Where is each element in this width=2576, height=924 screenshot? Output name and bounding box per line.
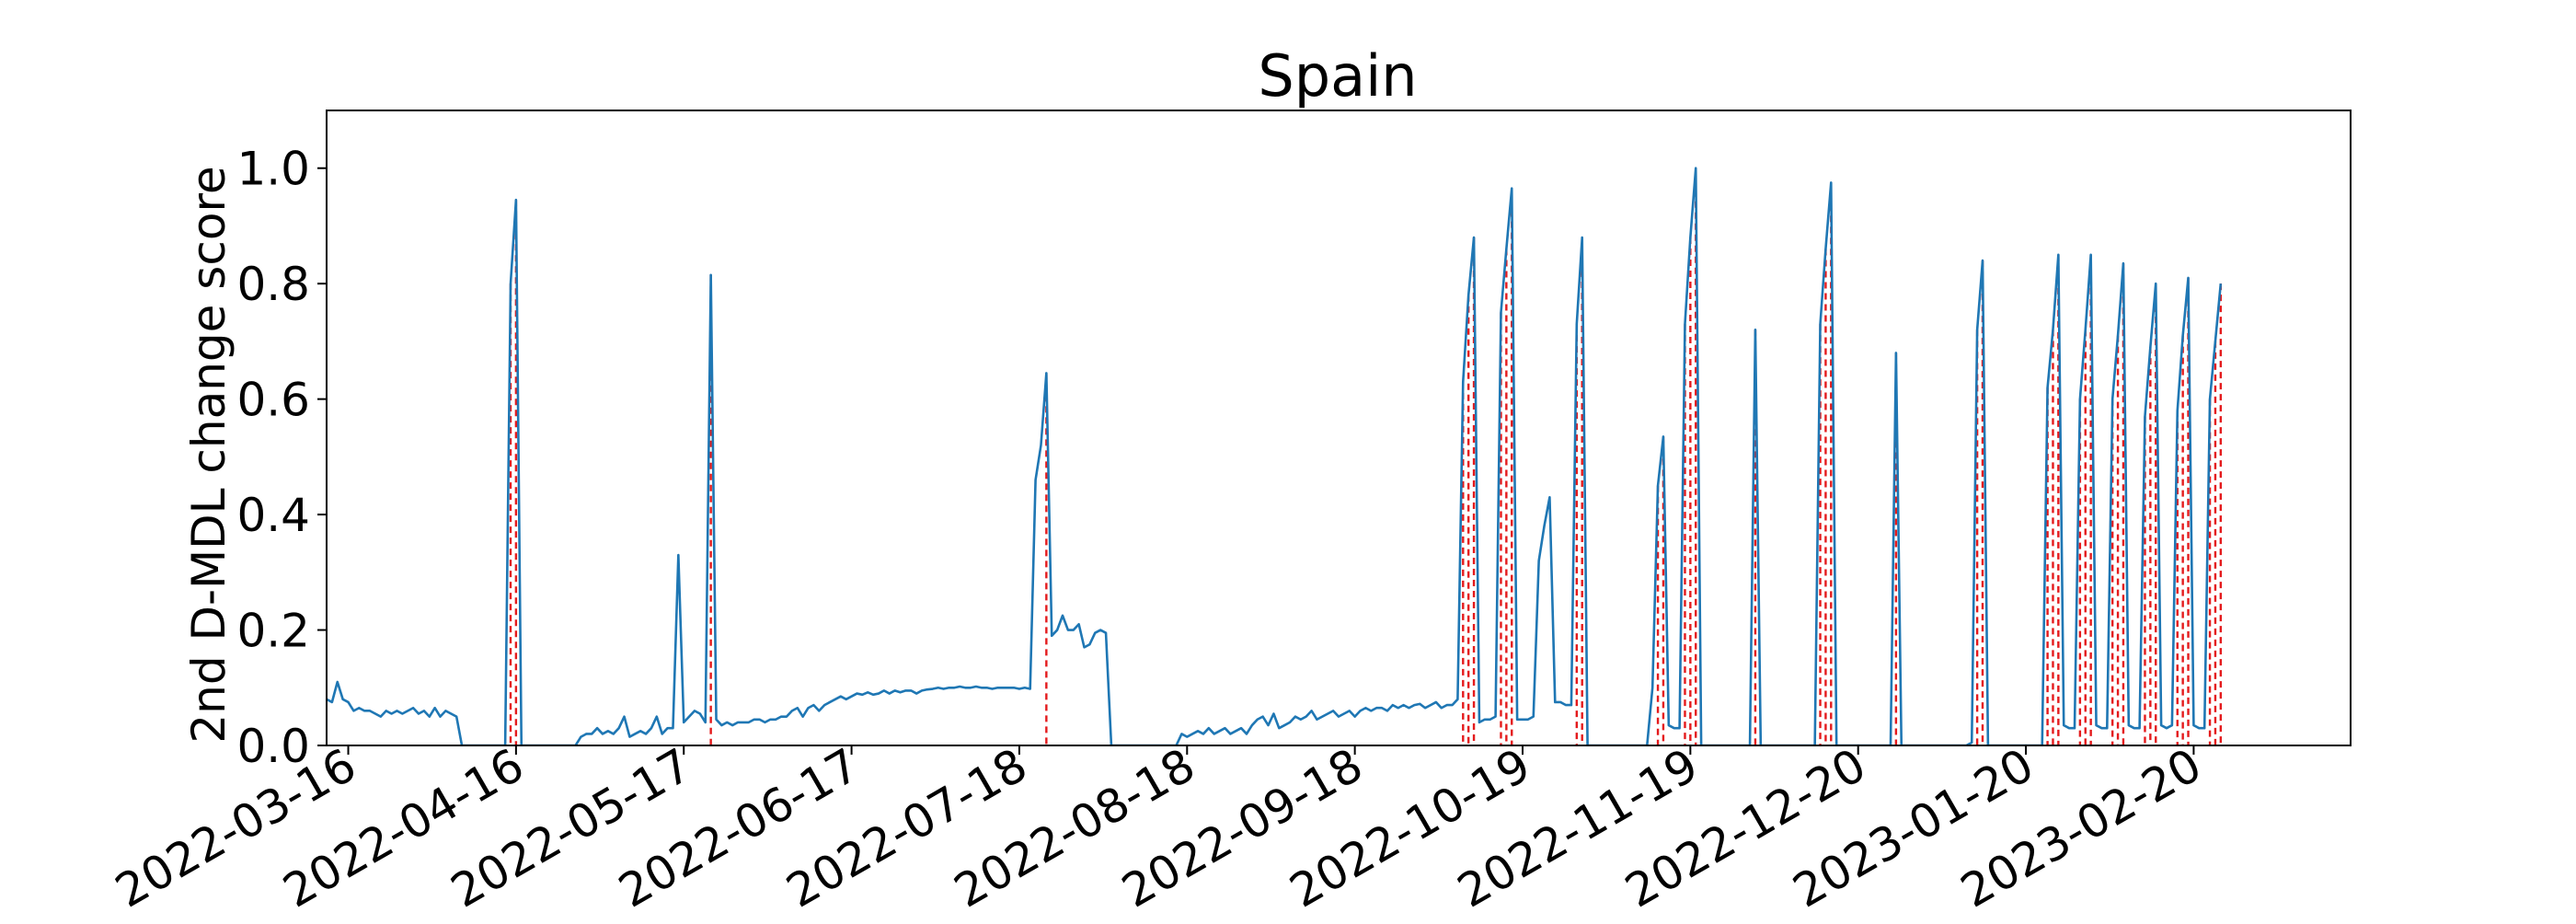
alarm-lines xyxy=(511,168,2221,745)
y-tick-label: 0.4 xyxy=(236,489,310,542)
chart-title: Spain xyxy=(1258,42,1417,110)
y-axis: 0.00.20.40.60.81.0 xyxy=(236,143,327,773)
y-tick-label: 0.8 xyxy=(236,258,310,311)
y-tick-label: 0.6 xyxy=(236,374,310,427)
y-axis-label: 2nd D-MDL change score xyxy=(182,166,236,743)
y-tick-label: 0.2 xyxy=(236,605,310,658)
x-axis: 2022-03-162022-04-162022-05-172022-06-17… xyxy=(107,738,2211,918)
series-line xyxy=(327,168,2221,745)
y-tick-label: 1.0 xyxy=(236,143,310,196)
